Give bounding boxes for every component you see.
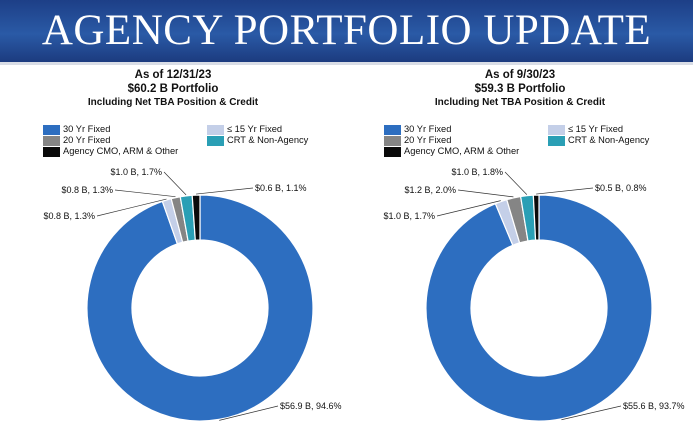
legend-label: CRT & Non-Agency bbox=[568, 135, 650, 145]
leader-line-fixed15 bbox=[436, 200, 501, 217]
leader-line-fixed30 bbox=[561, 405, 622, 421]
data-label-crt: $1.0 B, 1.7% bbox=[110, 167, 162, 177]
legend-swatch bbox=[207, 125, 224, 135]
chart-title: As of 9/30/23 bbox=[484, 69, 556, 81]
legend-swatch bbox=[43, 125, 60, 135]
legend-label: ≤ 15 Yr Fixed bbox=[568, 124, 624, 134]
leader-line-crt bbox=[504, 171, 528, 195]
data-label-fixed20: $0.8 B, 1.3% bbox=[61, 185, 113, 195]
legend-label: 30 Yr Fixed bbox=[404, 124, 452, 134]
donut-slice-fixed30 bbox=[425, 194, 653, 422]
data-label-fixed30: $56.9 B, 94.6% bbox=[280, 401, 342, 411]
legend-swatch bbox=[384, 136, 401, 146]
data-label-fixed15: $0.8 B, 1.3% bbox=[43, 211, 95, 221]
banner-divider bbox=[0, 62, 693, 65]
legend-swatch bbox=[384, 147, 401, 157]
legend-label: 20 Yr Fixed bbox=[63, 135, 111, 145]
donut-chart: $56.9 B, 94.6% $0.8 B, 1.3% $0.8 B, 1.3% $1… bbox=[43, 167, 342, 422]
donut-slice-cmo bbox=[532, 194, 540, 241]
leader-line-crt bbox=[163, 171, 187, 196]
leader-line-fixed20 bbox=[114, 189, 176, 198]
data-label-cmo: $0.6 B, 1.1% bbox=[255, 183, 307, 193]
legend-label: Agency CMO, ARM & Other bbox=[404, 146, 520, 156]
legend-label: CRT & Non-Agency bbox=[227, 135, 309, 145]
donut-slice-cmo bbox=[191, 194, 201, 241]
chart-panel-dec-2023: As of 12/31/23 $60.2 B Portfolio Includi… bbox=[0, 66, 346, 427]
data-label-fixed20: $1.2 B, 2.0% bbox=[404, 185, 456, 195]
leader-line-fixed30 bbox=[219, 405, 279, 421]
chart-subtitle: $60.2 B Portfolio bbox=[127, 83, 219, 95]
chart-subtitle: $59.3 B Portfolio bbox=[474, 83, 566, 95]
leader-line-cmo bbox=[196, 187, 254, 195]
title-banner: AGENCY PORTFOLIO UPDATE bbox=[0, 0, 693, 65]
legend-label: ≤ 15 Yr Fixed bbox=[227, 124, 283, 134]
legend-label: 20 Yr Fixed bbox=[404, 135, 452, 145]
legend-swatch bbox=[548, 125, 565, 135]
legend-swatch bbox=[384, 125, 401, 135]
leader-line-cmo bbox=[536, 187, 594, 195]
legend-swatch bbox=[43, 136, 60, 146]
legend-swatch bbox=[207, 136, 224, 146]
data-label-cmo: $0.5 B, 0.8% bbox=[595, 183, 647, 193]
legend-label: 30 Yr Fixed bbox=[63, 124, 111, 134]
chart-note: Including Net TBA Position & Credit bbox=[87, 97, 259, 108]
legend-label: Agency CMO, ARM & Other bbox=[63, 146, 179, 156]
chart-panel-sep-2023: As of 9/30/23 $59.3 B Portfolio Includin… bbox=[347, 66, 693, 427]
chart-note: Including Net TBA Position & Credit bbox=[434, 97, 606, 108]
data-label-crt: $1.0 B, 1.8% bbox=[451, 167, 503, 177]
chart-title: As of 12/31/23 bbox=[134, 69, 212, 81]
page-title: AGENCY PORTFOLIO UPDATE bbox=[41, 7, 652, 54]
donut-slice-fixed30 bbox=[86, 194, 314, 422]
legend-swatch bbox=[43, 147, 60, 157]
data-label-fixed30: $55.6 B, 93.7% bbox=[623, 401, 685, 411]
donut-chart: $55.6 B, 93.7% $1.0 B, 1.7% $1.2 B, 2.0% $1… bbox=[383, 167, 685, 422]
leader-line-fixed20 bbox=[457, 189, 514, 198]
legend-swatch bbox=[548, 136, 565, 146]
data-label-fixed15: $1.0 B, 1.7% bbox=[383, 211, 435, 221]
leader-line-fixed15 bbox=[96, 198, 167, 217]
